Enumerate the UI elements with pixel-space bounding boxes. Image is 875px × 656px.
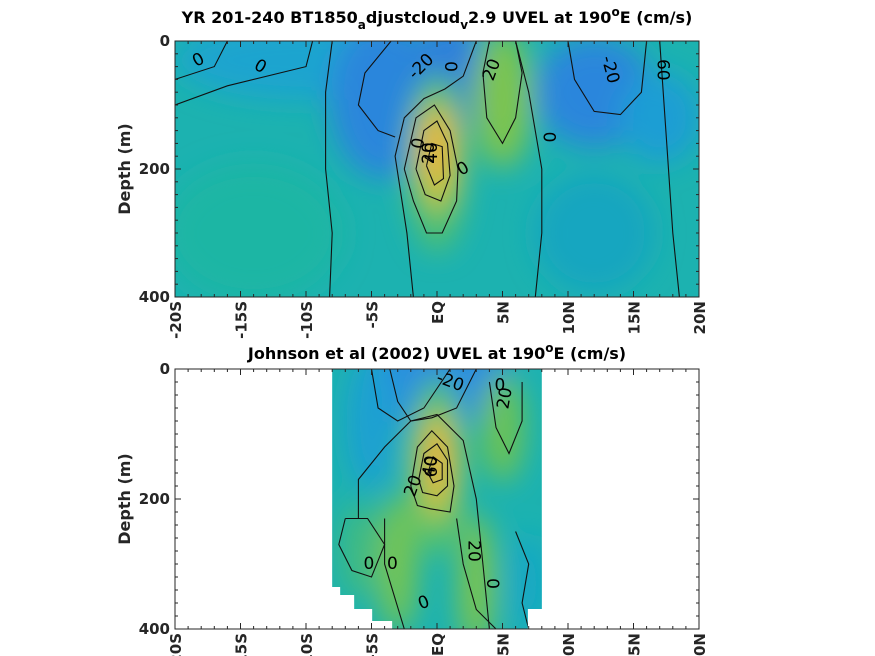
x-tick-label: -15S <box>233 633 251 656</box>
contour-line <box>427 455 443 484</box>
contour-line <box>389 369 477 422</box>
x-tick-label: 5N <box>495 633 513 656</box>
y-axis-label: Depth (m) <box>115 453 134 545</box>
contour-line <box>338 517 386 578</box>
contour-line <box>175 41 314 106</box>
y-tick-label: 200 <box>139 160 170 178</box>
field-blob <box>510 533 542 629</box>
contour-line <box>567 41 648 116</box>
x-tick-label: -20S <box>167 301 185 339</box>
contour-label: 0 <box>538 132 558 143</box>
contour-label: 60 <box>422 456 442 478</box>
x-tick-label: -10S <box>298 301 316 339</box>
contour-line <box>370 369 451 422</box>
contour-line <box>488 381 523 455</box>
contour-label: 0 <box>408 136 430 150</box>
y-tick-label: 0 <box>160 32 170 50</box>
x-tick-label: 20N <box>691 301 709 334</box>
chart-title: YR 201-240 BT1850adjustcloudv2.9 UVEL at… <box>181 5 693 32</box>
contour-line <box>425 142 445 186</box>
contour-line <box>325 41 333 297</box>
x-tick-label: 5N <box>495 301 513 324</box>
x-tick-label: -20S <box>167 633 185 656</box>
x-tick-label: -15S <box>233 301 251 339</box>
contour-label: 0 <box>363 554 374 574</box>
contour-line <box>515 531 530 629</box>
x-tick-label: -10S <box>298 633 316 656</box>
contour-line <box>357 41 396 138</box>
contour-line <box>415 120 451 202</box>
x-tick-label: EQ <box>429 301 447 324</box>
contour-label: 20 <box>464 540 484 562</box>
contour-line <box>515 41 543 297</box>
y-tick-label: 200 <box>139 490 170 508</box>
x-tick-label: -5S <box>364 633 382 656</box>
contour-label: 40 <box>419 454 442 479</box>
y-tick-label: 0 <box>160 360 170 378</box>
field-blob <box>619 72 699 163</box>
y-axis-label: Depth (m) <box>115 123 134 215</box>
x-tick-label: EQ <box>429 633 447 656</box>
contour-line <box>175 41 228 80</box>
field-blob <box>534 173 655 293</box>
contour-line <box>418 443 449 497</box>
contour-label: 0 <box>482 578 502 589</box>
contour-label: 0 <box>440 61 460 72</box>
x-tick-label: 15N <box>626 633 644 656</box>
contour-line <box>456 518 497 629</box>
x-tick-label: -5S <box>364 301 382 328</box>
contour-line <box>357 413 490 629</box>
x-tick-label: 10N <box>560 301 578 334</box>
y-tick-label: 400 <box>139 288 170 306</box>
field-blob <box>175 163 344 297</box>
x-tick-label: 15N <box>626 301 644 334</box>
contour-label: 20 <box>419 142 439 164</box>
contour-label: 0 <box>387 554 398 574</box>
contour-label: 20 <box>493 386 516 411</box>
contour-line <box>384 518 405 629</box>
x-tick-label: 10N <box>560 633 578 656</box>
chart-title: Johnson et al (2002) UVEL at 190oE (cm/s… <box>247 341 626 363</box>
contour-label: 60 <box>652 59 672 81</box>
contour-line <box>394 41 477 297</box>
contour-label: 40 <box>422 142 442 164</box>
contour-line <box>410 429 455 513</box>
field-blob <box>472 41 533 169</box>
y-tick-label: 400 <box>139 620 170 638</box>
contour-line <box>659 41 680 297</box>
contour-line <box>482 41 523 145</box>
contour-label: 0 <box>494 375 505 395</box>
field-blob <box>346 369 397 491</box>
field-blob <box>377 494 418 629</box>
contour-line <box>403 104 459 234</box>
x-tick-label: 20N <box>691 633 709 656</box>
